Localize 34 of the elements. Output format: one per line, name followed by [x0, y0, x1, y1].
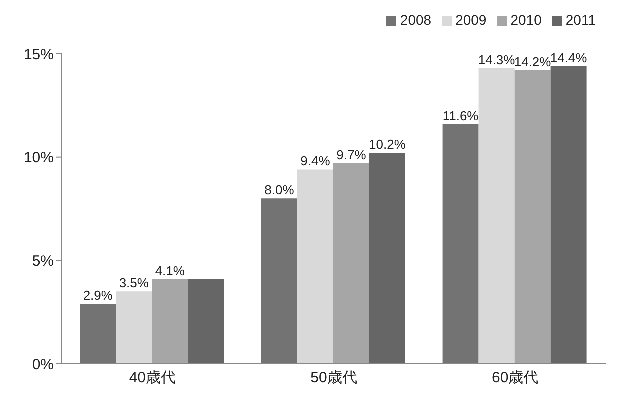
bar [550, 66, 587, 364]
data-label: 11.6% [442, 108, 480, 124]
y-tick-label: 0% [32, 356, 54, 374]
data-label: 9.7% [336, 148, 367, 163]
y-tick-label: 5% [32, 252, 54, 270]
data-label: 4.1% [155, 263, 186, 278]
data-label: 14.3% [478, 52, 516, 68]
bar [442, 124, 479, 364]
legend-label: 2010 [510, 12, 542, 28]
bar [297, 170, 334, 364]
data-label: 9.4% [300, 154, 331, 169]
legend-label: 2009 [456, 12, 487, 28]
y-tick-label: 10% [24, 150, 54, 167]
bar [116, 292, 152, 364]
bar [478, 68, 515, 364]
bar [369, 153, 406, 364]
bar [333, 164, 370, 364]
y-tick-label: 15% [24, 46, 54, 64]
x-tick-label: 60歳代 [492, 370, 539, 387]
data-label: 14.4% [550, 50, 588, 66]
x-tick-label: 40歳代 [129, 370, 176, 387]
data-label: 10.2% [369, 137, 406, 152]
data-label: 3.5% [119, 276, 150, 291]
bar [80, 304, 116, 364]
bar [261, 198, 298, 364]
x-tick-label: 50歳代 [310, 370, 358, 387]
bar [514, 70, 551, 364]
data-label: 2.9% [83, 288, 114, 304]
legend-label: 2011 [566, 12, 596, 28]
legend-label: 2008 [400, 12, 432, 28]
data-label: 8.0% [264, 182, 295, 198]
bar [152, 279, 188, 364]
bar [188, 279, 224, 364]
data-label: 14.2% [514, 54, 552, 70]
